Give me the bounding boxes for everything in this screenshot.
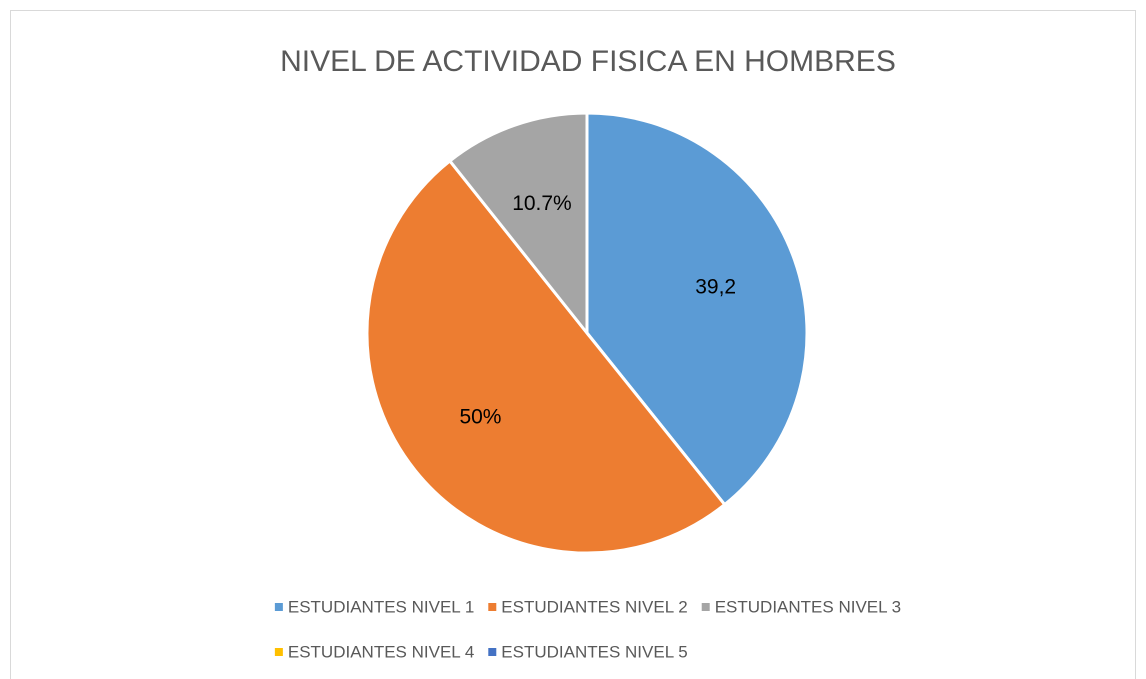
data-label: 50% — [459, 406, 501, 429]
legend-label: ESTUDIANTES NIVEL 3 — [715, 597, 901, 616]
legend-label: ESTUDIANTES NIVEL 4 — [288, 642, 474, 661]
legend-swatch — [701, 603, 710, 611]
pie-slice — [585, 111, 809, 507]
legend-swatch — [488, 648, 497, 656]
chart-title: NIVEL DE ACTIVIDAD FISICA EN HOMBRES — [280, 45, 896, 78]
legend-label: ESTUDIANTES NIVEL 5 — [501, 642, 687, 661]
legend-label: ESTUDIANTES NIVEL 1 — [288, 597, 474, 616]
data-label: 39,2 — [695, 275, 736, 298]
pie-slice — [365, 158, 727, 555]
legend-label: ESTUDIANTES NIVEL 2 — [501, 597, 687, 616]
legend-swatch — [274, 648, 283, 656]
legend-swatch — [488, 603, 497, 611]
data-label: 10.7% — [512, 192, 572, 215]
pie-slice — [447, 111, 589, 338]
legend-swatch — [274, 603, 283, 611]
